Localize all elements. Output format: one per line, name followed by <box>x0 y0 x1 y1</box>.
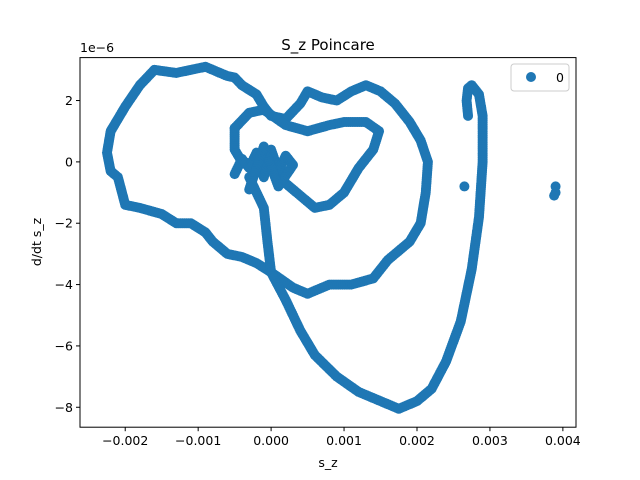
x-tick-label: 0.000 <box>253 433 289 448</box>
legend-box <box>510 63 570 92</box>
scatter-point-1071 <box>244 184 255 195</box>
y-tick-label: −4 <box>55 277 73 292</box>
x-tick-label: 0.002 <box>399 433 435 448</box>
y-tick-label: −2 <box>55 216 73 231</box>
scatter-point-624 <box>229 123 240 134</box>
scatter-point-945 <box>463 110 474 121</box>
x-axis: −0.002 −0.001 0.000 0.001 0.002 0.003 0.004 <box>102 427 581 448</box>
y-axis: −8 −6 −4 −2 0 2 <box>55 93 80 415</box>
legend-label: 0 <box>556 70 564 85</box>
y-tick-label: 2 <box>65 93 73 108</box>
y-tick-label: 0 <box>65 154 73 169</box>
scatter-point-1075 <box>549 190 560 201</box>
x-tick-label: −0.002 <box>102 433 148 448</box>
scatter-point-437 <box>149 64 160 75</box>
legend: 0 <box>510 63 570 92</box>
y-tick-label: −8 <box>55 400 73 415</box>
legend-marker <box>526 72 536 82</box>
data-marks <box>101 61 561 414</box>
scatter-point-1072 <box>459 181 470 192</box>
plot-frame <box>79 57 577 428</box>
y-axis-label: d/dt s_z <box>29 217 44 266</box>
x-tick-label: 0.003 <box>472 433 508 448</box>
y-tick-label: −6 <box>55 338 73 353</box>
x-tick-label: −0.001 <box>175 433 221 448</box>
x-tick-label: 0.004 <box>545 433 581 448</box>
y-offset-label: 1e−6 <box>80 40 114 55</box>
x-tick-label: 0.001 <box>326 433 362 448</box>
x-axis-label: s_z <box>318 455 338 470</box>
chart-title: S_z Poincare <box>281 36 375 55</box>
